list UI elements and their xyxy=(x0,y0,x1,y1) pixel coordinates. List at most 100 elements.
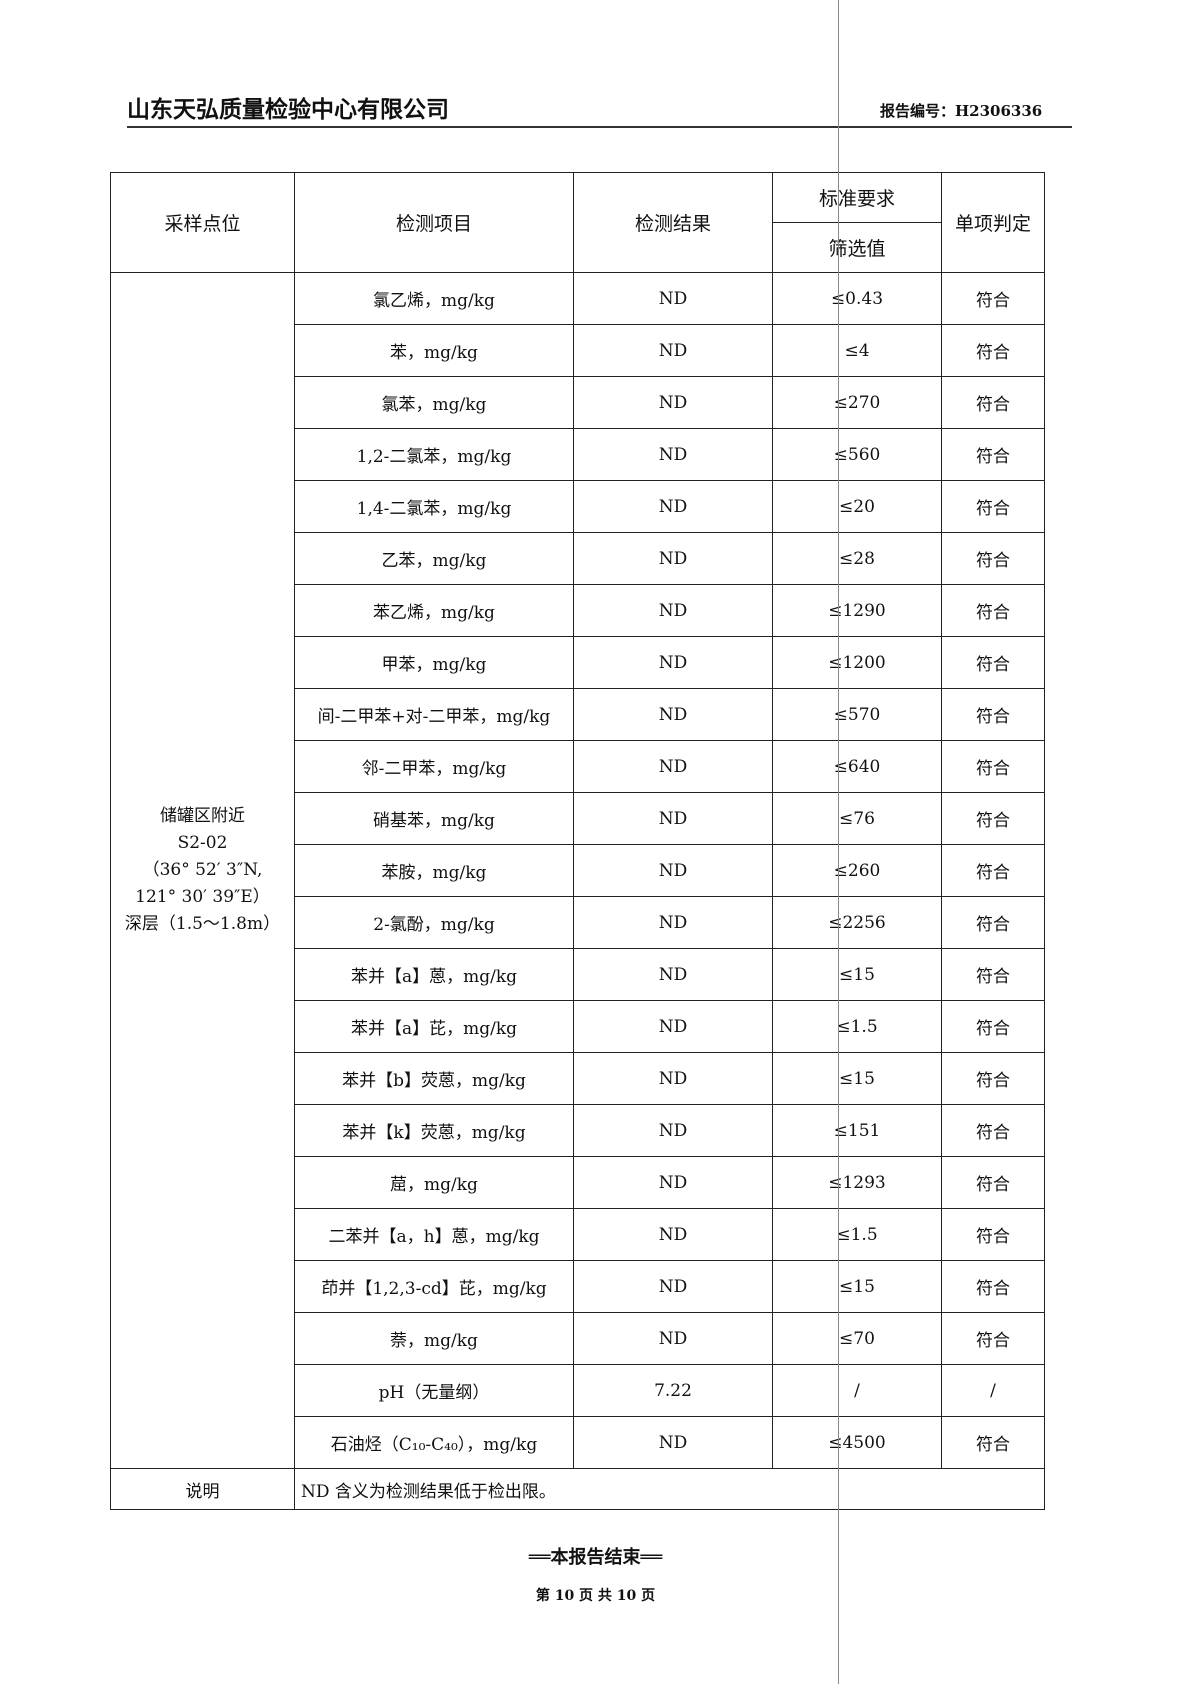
test-result: ND xyxy=(573,1104,773,1157)
header-result: 检测结果 xyxy=(573,172,773,273)
table-row: 2-氯酚，mg/kg ND ≤2256 符合 xyxy=(111,896,1045,949)
test-item: 1,4-二氯苯，mg/kg xyxy=(294,480,574,533)
table-row: 茚并【1,2,3-cd】芘，mg/kg ND ≤15 符合 xyxy=(111,1260,1045,1313)
test-item: 乙苯，mg/kg xyxy=(294,532,574,585)
table-row: 䓛，mg/kg ND ≤1293 符合 xyxy=(111,1156,1045,1209)
screening-value: ≤15 xyxy=(772,1052,942,1105)
judgement: 符合 xyxy=(941,1000,1045,1053)
header-judge: 单项判定 xyxy=(941,172,1045,273)
judgement: / xyxy=(941,1364,1045,1417)
screening-value: ≤20 xyxy=(772,480,942,533)
judgement: 符合 xyxy=(941,792,1045,845)
screening-value: ≤1200 xyxy=(772,636,942,689)
judgement: 符合 xyxy=(941,1416,1045,1469)
test-result: ND xyxy=(573,584,773,637)
judgement: 符合 xyxy=(941,740,1045,793)
test-result: ND xyxy=(573,1416,773,1469)
table-row: 间-二甲苯+对-二甲苯，mg/kg ND ≤570 符合 xyxy=(111,688,1045,741)
test-item: 氯乙烯，mg/kg xyxy=(294,272,574,325)
test-result: ND xyxy=(573,1312,773,1365)
screening-value: ≤151 xyxy=(772,1104,942,1157)
test-item: 茚并【1,2,3-cd】芘，mg/kg xyxy=(294,1260,574,1313)
judgement: 符合 xyxy=(941,844,1045,897)
table-row: 氯苯，mg/kg ND ≤270 符合 xyxy=(111,376,1045,429)
test-item: 萘，mg/kg xyxy=(294,1312,574,1365)
screening-value: ≤1.5 xyxy=(772,1000,942,1053)
company-name: 山东天弘质量检验中心有限公司 xyxy=(127,97,449,123)
test-item: 石油烃（C₁₀-C₄₀），mg/kg xyxy=(294,1416,574,1469)
table-row: 苯胺，mg/kg ND ≤260 符合 xyxy=(111,844,1045,897)
note-label: 说明 xyxy=(110,1468,295,1510)
header-screen: 筛选值 xyxy=(772,222,942,273)
judgement: 符合 xyxy=(941,688,1045,741)
test-result: ND xyxy=(573,532,773,585)
test-item: 苯并【a】芘，mg/kg xyxy=(294,1000,574,1053)
judgement: 符合 xyxy=(941,1156,1045,1209)
screening-value: ≤1.5 xyxy=(772,1208,942,1261)
test-result: ND xyxy=(573,480,773,533)
judgement: 符合 xyxy=(941,896,1045,949)
judgement: 符合 xyxy=(941,272,1045,325)
site-line: 深层（1.5～1.8m） xyxy=(124,914,281,934)
test-item: 2-氯酚，mg/kg xyxy=(294,896,574,949)
test-item: 苯并【a】蒽，mg/kg xyxy=(294,948,574,1001)
test-result: ND xyxy=(573,1052,773,1105)
table-row: 苯乙烯，mg/kg ND ≤1290 符合 xyxy=(111,584,1045,637)
test-result: ND xyxy=(573,896,773,949)
test-item: 甲苯，mg/kg xyxy=(294,636,574,689)
table-row: 储罐区附近 S2-02 （36° 52′ 3″N, 121° 30′ 39″E） 深层（… xyxy=(110,272,1045,1469)
screening-value: ≤640 xyxy=(772,740,942,793)
test-result: ND xyxy=(573,636,773,689)
test-item: 邻-二甲苯，mg/kg xyxy=(294,740,574,793)
table-row: 甲苯，mg/kg ND ≤1200 符合 xyxy=(111,636,1045,689)
header-item: 检测项目 xyxy=(294,172,574,273)
test-result: 7.22 xyxy=(573,1364,773,1417)
test-item: 硝基苯，mg/kg xyxy=(294,792,574,845)
table-row: 乙苯，mg/kg ND ≤28 符合 xyxy=(111,532,1045,585)
test-item: 二苯并【a，h】蒽，mg/kg xyxy=(294,1208,574,1261)
judgement: 符合 xyxy=(941,1104,1045,1157)
table-row: 二苯并【a，h】蒽，mg/kg ND ≤1.5 符合 xyxy=(111,1208,1045,1261)
screening-value: ≤270 xyxy=(772,376,942,429)
table-row: 苯并【k】荧蒽，mg/kg ND ≤151 符合 xyxy=(111,1104,1045,1157)
test-result: ND xyxy=(573,792,773,845)
judgement: 符合 xyxy=(941,376,1045,429)
test-result: ND xyxy=(573,428,773,481)
test-result: ND xyxy=(573,740,773,793)
screening-value: ≤76 xyxy=(772,792,942,845)
test-item: 䓛，mg/kg xyxy=(294,1156,574,1209)
screening-value: ≤70 xyxy=(772,1312,942,1365)
screening-value: ≤2256 xyxy=(772,896,942,949)
test-result: ND xyxy=(573,324,773,377)
test-item: 苯胺，mg/kg xyxy=(294,844,574,897)
test-item: 苯乙烯，mg/kg xyxy=(294,584,574,637)
table-row: 1,2-二氯苯，mg/kg ND ≤560 符合 xyxy=(111,428,1045,481)
table-row: 萘，mg/kg ND ≤70 符合 xyxy=(111,1312,1045,1365)
screening-value: ≤15 xyxy=(772,1260,942,1313)
test-item: 苯并【b】荧蒽，mg/kg xyxy=(294,1052,574,1105)
page-number: 第 10 页 共 10 页 xyxy=(535,1588,656,1604)
screening-value: / xyxy=(772,1364,942,1417)
test-result: ND xyxy=(573,1156,773,1209)
test-result: ND xyxy=(573,844,773,897)
test-result: ND xyxy=(573,1260,773,1313)
results-table: 采样点位 检测项目 检测结果 标准要求 单项判定 筛选值 储罐区附近 S2-02 （… xyxy=(110,172,1045,1510)
test-result: ND xyxy=(573,1208,773,1261)
judgement: 符合 xyxy=(941,324,1045,377)
test-result: ND xyxy=(573,688,773,741)
sampling-site: 储罐区附近 S2-02 （36° 52′ 3″N, 121° 30′ 39″E） 深层（… xyxy=(110,272,295,1469)
screening-value: ≤28 xyxy=(772,532,942,585)
header-standard: 标准要求 xyxy=(772,172,942,223)
screening-value: ≤1290 xyxy=(772,584,942,637)
site-line: （36° 52′ 3″N, xyxy=(142,860,263,880)
test-item: 1,2-二氯苯，mg/kg xyxy=(294,428,574,481)
judgement: 符合 xyxy=(941,1260,1045,1313)
screening-value: ≤570 xyxy=(772,688,942,741)
judgement: 符合 xyxy=(941,584,1045,637)
test-item: 间-二甲苯+对-二甲苯，mg/kg xyxy=(294,688,574,741)
screening-value: ≤560 xyxy=(772,428,942,481)
site-line: S2-02 xyxy=(177,833,228,853)
judgement: 符合 xyxy=(941,428,1045,481)
table-row: pH（无量纲） 7.22// xyxy=(111,1364,1045,1417)
